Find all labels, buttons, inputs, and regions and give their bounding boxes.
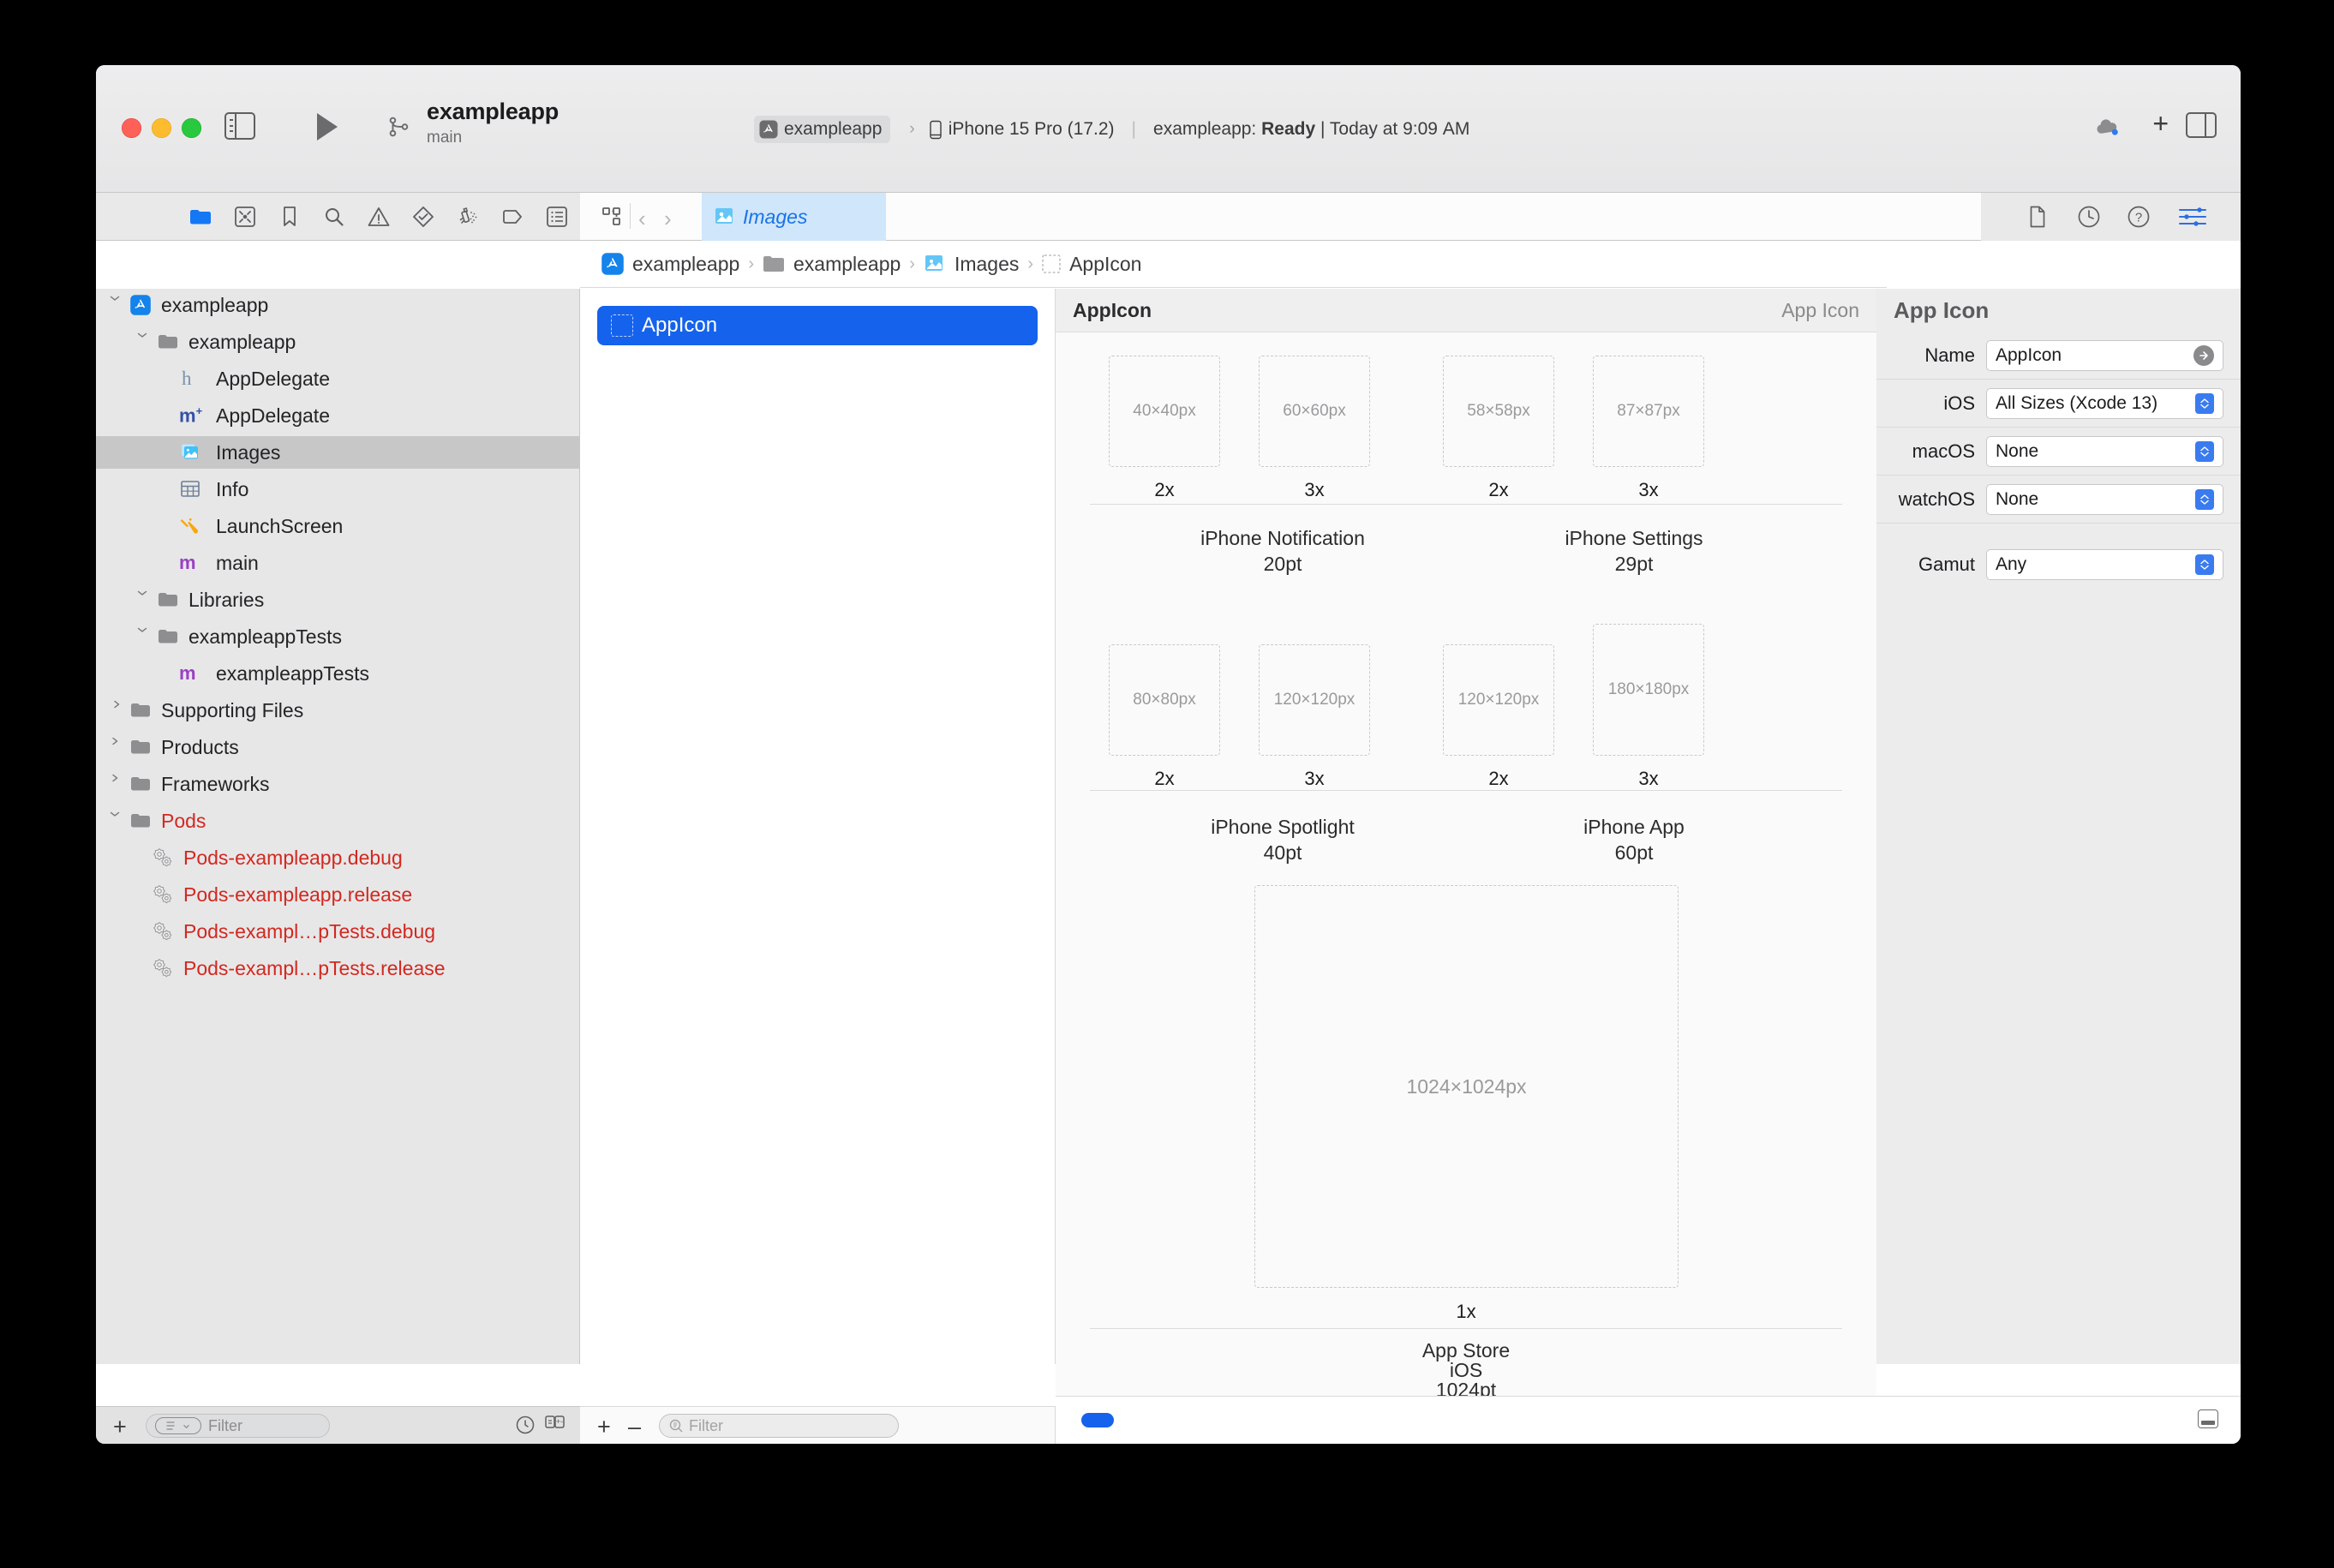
svg-text:?: ? <box>2135 211 2142 225</box>
svg-text:+-: +- <box>556 1417 563 1426</box>
